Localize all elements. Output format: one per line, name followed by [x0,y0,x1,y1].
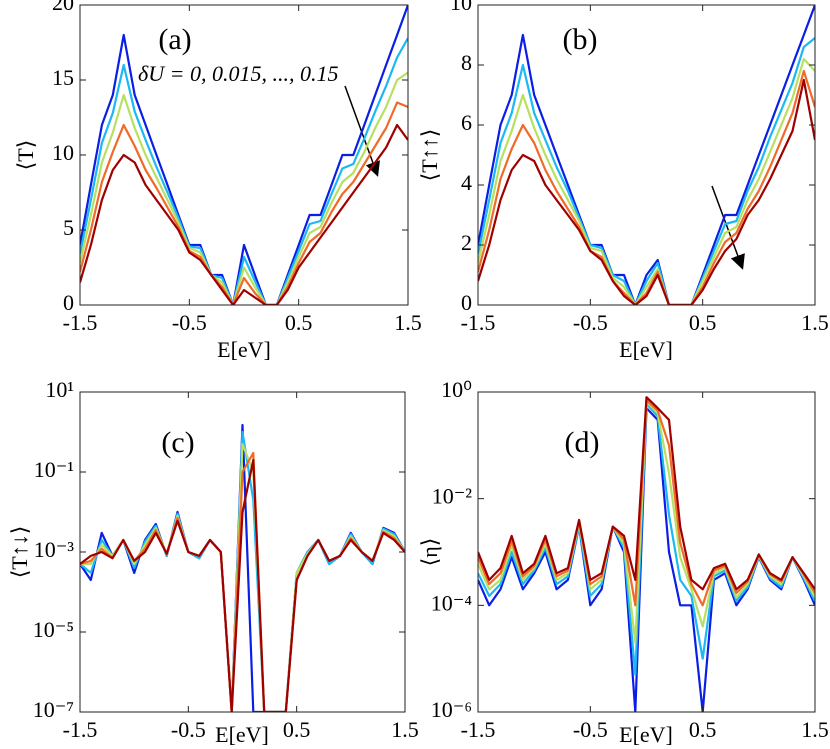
x-tick-label: 0.5 [285,310,313,335]
y-axis-label: ⟨T⟩ [13,140,38,171]
series-line [80,123,408,305]
y-tick-label: 0 [461,290,472,315]
series-line [80,458,405,712]
series-line [478,407,815,712]
y-tick-label: 8 [461,50,472,75]
x-axis-label: E[eV] [217,337,271,362]
y-tick-label: 10⁻⁶ [431,697,472,722]
series-line [80,423,405,712]
series-line [80,37,408,305]
y-tick-label: 5 [63,215,74,240]
x-tick-label: 1.5 [394,310,422,335]
x-tick-label: 0.5 [689,310,717,335]
y-tick-label: 10⁻⁵ [33,617,74,642]
series-line [80,71,408,305]
series-line [478,400,815,644]
x-tick-label: 1.5 [391,717,419,742]
x-axis-label: E[eV] [619,337,673,362]
y-axis-label: ⟨T↑↓⟩ [7,526,32,579]
x-axis-label: E[eV] [619,722,673,747]
y-tick-label: 10⁻⁴ [431,590,473,615]
series-line [478,37,815,305]
panel-label: (b) [563,23,598,56]
series-line [478,57,815,305]
annotation: δU = 0, 0.015, ..., 0.15 [138,61,338,86]
panel-label: (c) [161,426,194,459]
x-tick-label: -0.5 [172,310,207,335]
series-line [80,451,405,712]
series-line [478,396,815,591]
x-tick-label: -0.5 [171,717,206,742]
y-axis-label: ⟨η⟩ [417,538,442,567]
y-axis-label: ⟨T↑↑⟩ [417,129,442,182]
y-tick-label: 15 [52,65,74,90]
plot-area [80,423,405,712]
x-axis-label: E[eV] [215,722,269,747]
series-line [80,101,408,305]
panel-label: (d) [565,426,600,459]
y-tick-label: 6 [461,110,472,135]
annotation-arrow [711,185,745,270]
x-tick-label: 0.5 [283,717,311,742]
series-line [478,69,815,305]
y-tick-label: 4 [461,170,472,195]
x-tick-label: 1.5 [801,717,829,742]
y-tick-label: 20 [52,0,74,15]
series-line [478,5,815,305]
panel-label: (a) [158,23,191,56]
annotation-arrow [344,85,380,177]
axes-box [477,4,816,306]
y-tick-label: 10⁻¹ [34,457,74,482]
y-tick-label: 10⁻² [432,484,473,509]
plot-area [478,396,815,712]
x-tick-label: -0.5 [573,717,608,742]
series-line [478,78,815,305]
series-line [478,402,815,676]
x-tick-label: -1.5 [63,310,98,335]
y-tick-label: 10¹ [45,377,74,402]
series-line [80,5,408,305]
y-tick-label: 10⁻³ [34,537,75,562]
series-line [80,430,405,712]
y-tick-label: 0 [63,290,74,315]
x-tick-label: -1.5 [461,310,496,335]
x-tick-label: -0.5 [573,310,608,335]
x-tick-label: -1.5 [63,717,98,742]
y-tick-label: 2 [461,230,472,255]
plot-area [478,5,815,305]
x-tick-label: 0.5 [689,717,717,742]
y-tick-label: 10 [450,0,472,15]
series-line [80,442,405,712]
x-tick-label: 1.5 [801,310,829,335]
x-tick-label: -1.5 [461,717,496,742]
y-tick-label: 10⁰ [441,377,472,402]
y-tick-label: 10 [52,140,74,165]
y-tick-label: 10⁻⁷ [33,697,74,722]
axes-box [477,391,816,713]
plot-area [80,5,408,305]
